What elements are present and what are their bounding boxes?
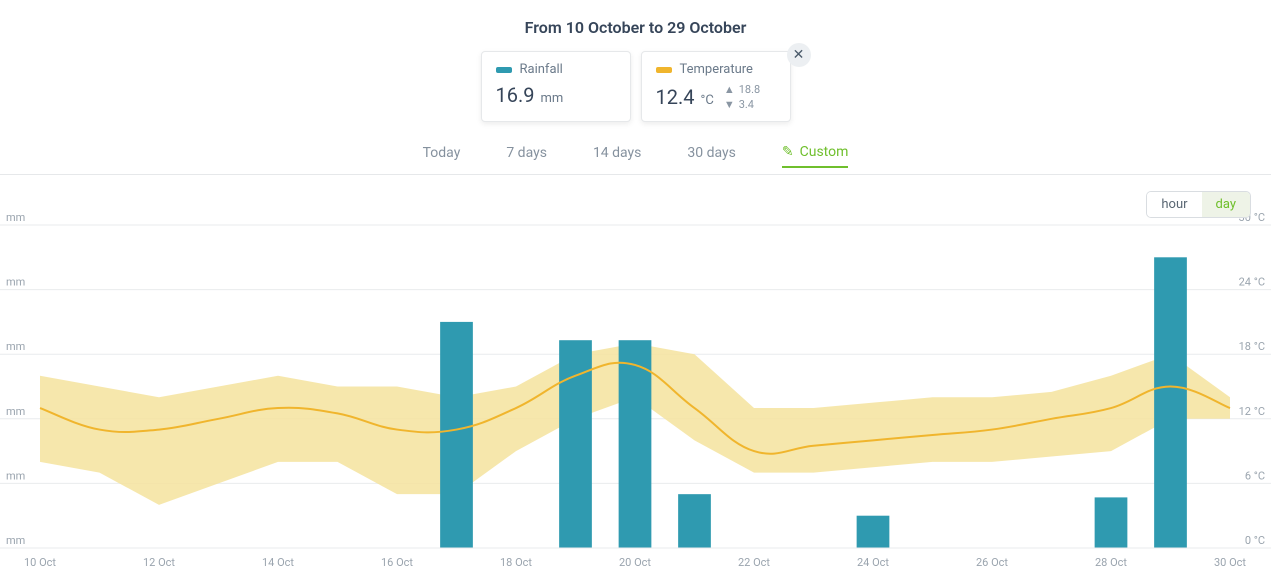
temperature-unit: °C [701,93,714,108]
rainfall-unit: mm [541,91,564,106]
rainfall-value: 16.9 [496,83,535,107]
tab-30-days[interactable]: 30 days [687,144,735,168]
tab-7-days[interactable]: 7 days [506,144,547,168]
rainfall-swatch [496,67,512,73]
temperature-swatch [656,67,672,73]
y-left-label: mm [6,276,25,289]
summary-cards: Rainfall 16.9 mm Temperature 12.4 °C ▲ 18.8… [0,51,1271,122]
x-tick-label: 12 Oct [143,556,175,569]
rainfall-bar [1095,497,1128,548]
y-right-label: 24 °C [1239,276,1265,289]
page-title: From 10 October to 29 October [0,0,1271,37]
tab-14-days[interactable]: 14 days [593,144,641,168]
rainfall-bar [857,516,890,548]
weather-chart: mm0 °Cmm6 °Cmm12 °Cmm18 °Cmm24 °Cmm30 °C… [0,175,1271,585]
x-tick-label: 30 Oct [1214,556,1246,569]
rainfall-bar [440,322,473,548]
temp-max: 18.8 [739,83,760,96]
rainfall-card: Rainfall 16.9 mm [481,51,631,122]
x-tick-label: 16 Oct [381,556,413,569]
x-tick-label: 24 Oct [857,556,889,569]
temp-min: 3.4 [739,98,754,111]
chart-zone: hour day mm 0 °C mm 6 °C mm 12 °C mm 18 °C mm 24 … [0,174,1271,585]
tab-label: 30 days [687,145,735,161]
y-left-label: mm [6,211,25,224]
x-tick-label: 10 Oct [24,556,56,569]
temperature-card: Temperature 12.4 °C ▲ 18.8 ▼ 3.4 [641,51,791,122]
temperature-label: Temperature [680,62,753,77]
x-tick-label: 18 Oct [500,556,532,569]
tab-today[interactable]: Today [423,144,461,168]
min-icon: ▼ [724,98,735,111]
pencil-icon: ✎ [782,144,794,160]
rainfall-bar [619,340,652,548]
y-left-label: mm [6,405,25,418]
tab-label: 14 days [593,145,641,161]
x-tick-label: 26 Oct [976,556,1008,569]
y-left-label: mm [6,469,25,482]
tab-label: 7 days [506,145,547,161]
x-tick-label: 28 Oct [1095,556,1127,569]
range-tabs: Today 7 days 14 days 30 days ✎ Custom [0,144,1271,168]
rainfall-label: Rainfall [520,62,563,77]
y-right-label: 6 °C [1245,469,1265,482]
close-icon[interactable]: ✕ [787,43,811,67]
toggle-day[interactable]: day [1202,192,1250,217]
tab-label: Today [423,145,461,161]
toggle-hour[interactable]: hour [1147,192,1201,217]
temperature-value: 12.4 [656,85,695,109]
y-right-label: 18 °C [1239,340,1265,353]
y-left-label: mm [6,340,25,353]
rainfall-bar [1154,257,1187,548]
y-right-label: 0 °C [1245,534,1265,547]
tab-custom[interactable]: ✎ Custom [782,144,849,168]
x-tick-label: 20 Oct [619,556,651,569]
max-icon: ▲ [724,83,735,96]
rainfall-bar [678,494,711,548]
y-left-label: mm [6,534,25,547]
tab-label: Custom [800,144,849,160]
temp-minmax: ▲ 18.8 ▼ 3.4 [724,83,760,111]
x-tick-label: 22 Oct [738,556,770,569]
granularity-toggle: hour day [1146,191,1251,218]
x-tick-label: 14 Oct [262,556,294,569]
y-right-label: 12 °C [1239,405,1265,418]
